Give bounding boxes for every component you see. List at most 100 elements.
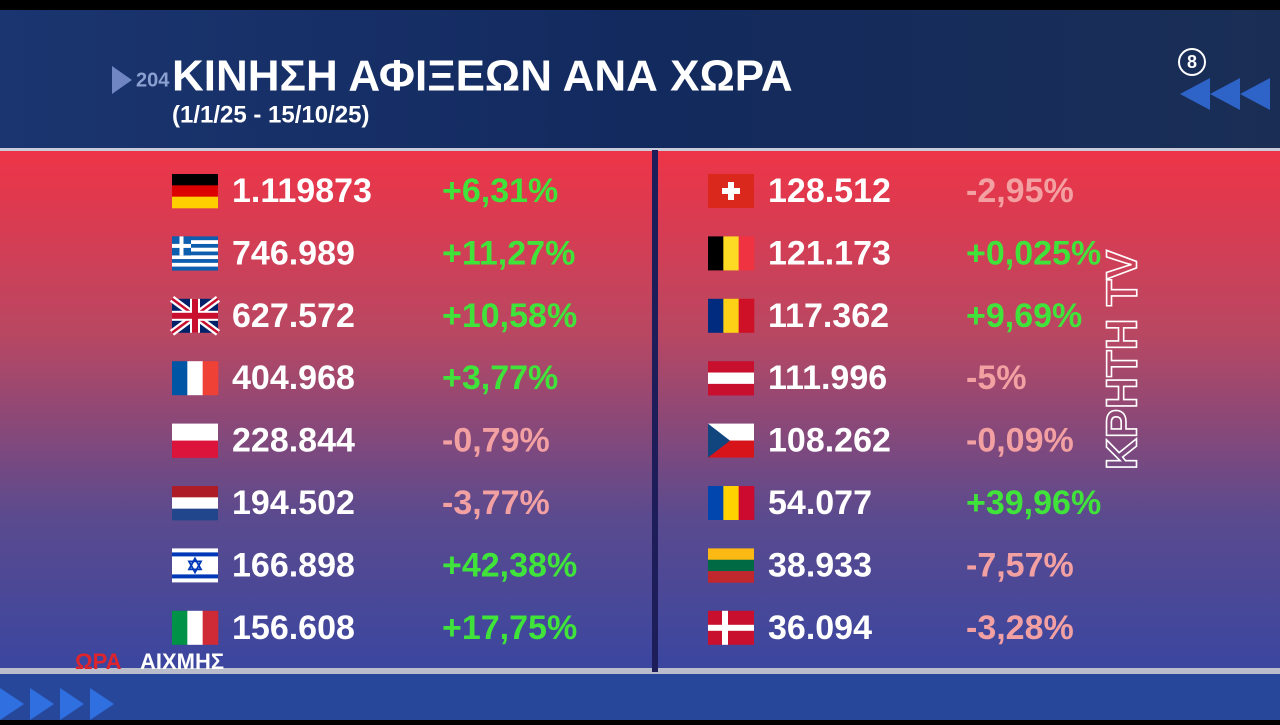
bottom-arrows xyxy=(0,688,114,720)
channel-logo: ΚΡΗΤΗ TV xyxy=(1098,249,1147,470)
flag-part xyxy=(708,559,754,572)
bottom-strip xyxy=(0,674,1280,720)
change-percent: -7,57% xyxy=(966,546,1074,584)
flag-part xyxy=(722,188,740,194)
flag xyxy=(169,295,221,336)
flag-part xyxy=(172,174,218,186)
flag-part xyxy=(172,552,218,557)
arrivals-value: 627.572 xyxy=(232,297,355,335)
flag xyxy=(172,361,219,396)
arrivals-value: 117.362 xyxy=(768,297,889,335)
change-percent: +3,77% xyxy=(442,359,558,397)
flag-part xyxy=(172,236,218,241)
flag-part xyxy=(172,251,218,256)
arrivals-value: 156.608 xyxy=(232,609,355,647)
column-divider xyxy=(652,150,658,672)
change-percent: +42,38% xyxy=(442,546,577,584)
show-name-part-2: ΑΙΧΜΗΣ xyxy=(140,649,224,674)
flag-part xyxy=(708,383,754,396)
flag-part xyxy=(172,243,218,248)
change-percent: +9,69% xyxy=(966,297,1082,335)
change-percent: +10,58% xyxy=(442,297,577,335)
top-background xyxy=(0,10,1280,150)
flag-part xyxy=(708,361,754,373)
subtitle: (1/1/25 - 15/10/25) xyxy=(172,101,369,128)
arrivals-value: 54.077 xyxy=(768,484,872,522)
flag-part xyxy=(172,610,188,645)
flag-part xyxy=(708,624,754,631)
ticker-fragment: 204 xyxy=(136,69,170,91)
flag xyxy=(708,236,755,271)
arrivals-value: 38.933 xyxy=(768,546,872,584)
change-percent: +6,31% xyxy=(442,172,558,210)
change-percent: -0,79% xyxy=(442,422,550,460)
flag-part xyxy=(172,423,218,441)
flag-part xyxy=(187,556,203,575)
flag-part xyxy=(738,486,755,520)
table-background xyxy=(0,150,1280,672)
flag-part xyxy=(723,236,739,271)
arrivals-value: 36.094 xyxy=(768,609,872,647)
flag-part xyxy=(187,361,203,396)
flag-part xyxy=(172,259,218,264)
badge-ring xyxy=(1178,48,1206,76)
flag xyxy=(172,236,218,271)
arrivals-value: 746.989 xyxy=(232,234,355,272)
arrivals-value: 111.996 xyxy=(768,359,887,397)
flag xyxy=(172,423,218,458)
flag-part xyxy=(708,548,754,561)
flag xyxy=(172,610,219,645)
flag xyxy=(708,174,754,208)
flag-part xyxy=(172,266,218,271)
flag-part xyxy=(708,423,730,458)
corner-arrows xyxy=(1180,78,1270,110)
flag-part xyxy=(172,508,218,521)
flag xyxy=(172,548,218,583)
flag-part xyxy=(708,571,754,583)
channel-badge: 8 xyxy=(1187,52,1197,72)
flag-part xyxy=(738,236,755,271)
flag-part xyxy=(172,196,218,209)
flag-part xyxy=(172,247,218,252)
flag-part xyxy=(738,298,755,333)
flag-part xyxy=(172,486,218,498)
flag-part xyxy=(708,372,754,385)
flag-part xyxy=(723,298,739,333)
title: ΚΙΝΗΣΗ ΑΦΙΞΕΩΝ ΑΝΑ ΧΩΡΑ xyxy=(172,52,793,101)
flag xyxy=(708,298,755,333)
flag xyxy=(708,610,754,645)
top-rule xyxy=(0,148,1280,151)
flag xyxy=(708,361,754,396)
flag xyxy=(708,548,754,583)
change-percent: -2,95% xyxy=(966,172,1074,210)
flag-part xyxy=(172,255,218,260)
flag-part xyxy=(172,574,218,579)
change-percent: -5% xyxy=(966,359,1026,397)
flag-part xyxy=(202,361,219,396)
flag-part xyxy=(708,236,724,271)
arrivals-value: 404.968 xyxy=(232,359,355,397)
arrivals-value: 194.502 xyxy=(232,484,355,522)
flag-part xyxy=(172,497,218,509)
change-percent: +17,75% xyxy=(442,609,577,647)
flag xyxy=(708,486,755,520)
flag-part xyxy=(172,312,218,319)
show-name-part-1: ΩΡΑ xyxy=(75,649,122,674)
flag xyxy=(708,423,754,458)
arrivals-value: 128.512 xyxy=(768,172,891,210)
arrivals-value: 108.262 xyxy=(768,422,891,460)
flag-part xyxy=(172,361,188,396)
flag-part xyxy=(172,243,191,248)
change-percent: -3,28% xyxy=(966,609,1074,647)
flag-part xyxy=(708,298,724,333)
arrivals-value: 1.119873 xyxy=(232,172,372,210)
flag-part xyxy=(172,240,218,245)
change-percent: +11,27% xyxy=(442,234,575,272)
flag-part xyxy=(708,486,724,520)
flag xyxy=(172,486,218,521)
flag-part xyxy=(202,610,219,645)
flag-part xyxy=(172,262,218,267)
change-percent: -3,77% xyxy=(442,484,550,522)
